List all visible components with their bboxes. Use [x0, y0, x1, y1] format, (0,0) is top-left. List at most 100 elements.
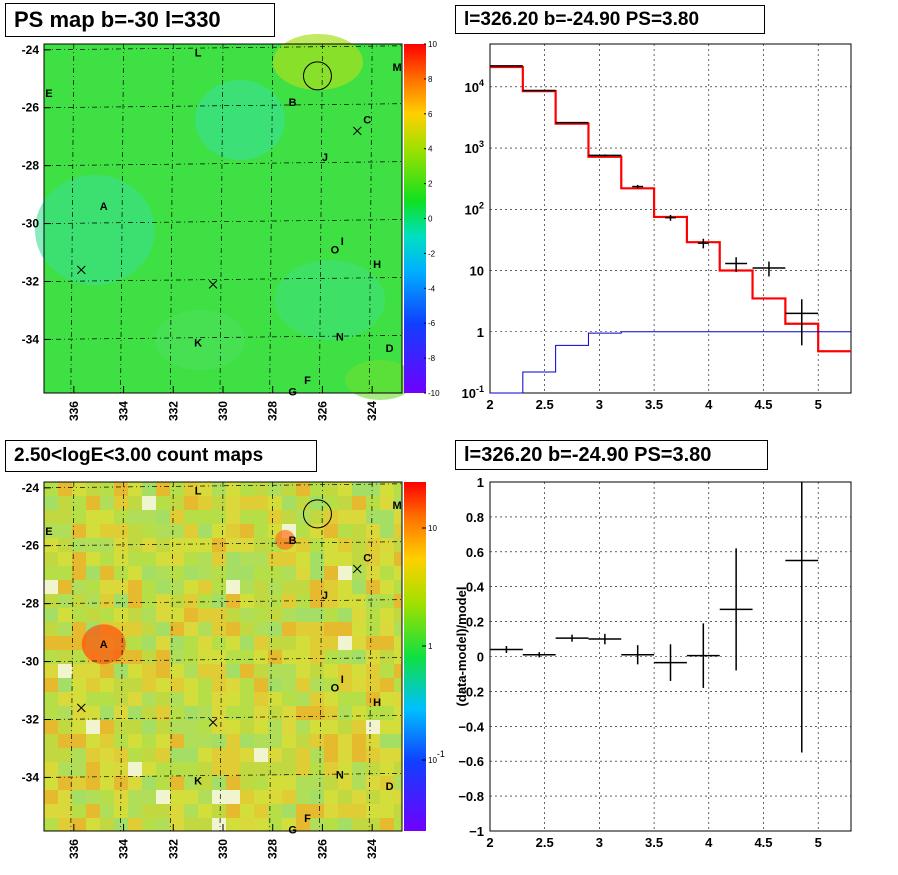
ps-colorbar-label: 6	[428, 110, 433, 119]
spectrum-x-tick-label: 3	[596, 397, 603, 412]
ct-grid-lon	[319, 481, 323, 832]
ps-grid-lon	[319, 43, 323, 394]
ct-lon-label: 330	[216, 839, 230, 859]
spectrum-y-tick-label: 102	[465, 200, 484, 217]
ps-lon-label: 334	[117, 401, 131, 421]
ps-source-label: M	[392, 62, 401, 74]
ct-grid-lon	[269, 481, 274, 832]
spectrum-y-tick-label: 1	[477, 325, 484, 340]
ps-source-label: I	[341, 236, 344, 248]
ct-lat-label: -32	[22, 712, 40, 726]
ps-source-label: H	[373, 259, 381, 271]
ps-colorbar-label: -4	[428, 284, 436, 293]
spectrum-y-tick-label: 10-1	[462, 384, 484, 401]
ps-colorbar-label: 2	[428, 180, 433, 189]
residual-y-tick-label: −0.4	[458, 719, 484, 734]
ps-grid-lon	[269, 43, 274, 394]
residual-y-tick-label: −0.2	[458, 684, 484, 699]
spectrum-x-tick-label: 4	[705, 397, 713, 412]
ps-source-label: L	[195, 48, 202, 60]
ct-grid-lon	[219, 481, 224, 832]
ps-source-label: D	[386, 343, 394, 355]
ps-lat-label: -30	[22, 217, 40, 231]
spectrum-y-tick-label: 104	[465, 78, 484, 95]
ct-grid-lon	[169, 481, 174, 832]
count-colorbar-label: 10-1	[428, 749, 445, 765]
residual-x-tick-label: 4	[705, 835, 713, 850]
count-colorbar-label: 1	[428, 642, 433, 651]
spectrum-y-tick-label: 103	[465, 139, 484, 156]
residual-x-tick-label: 4.5	[754, 835, 772, 850]
spectrum-model-component-line	[490, 331, 851, 394]
ps-lon-label: 332	[166, 401, 180, 421]
ps-grid-lon	[169, 43, 174, 394]
ct-source-label: C	[363, 552, 371, 564]
ps-source-label: B	[289, 97, 297, 109]
residual-title: l=326.20 b=-24.90 PS=3.80	[455, 440, 768, 470]
ps-colorbar-label: -2	[428, 249, 436, 258]
ps-lon-label: 330	[216, 401, 230, 421]
ct-source-label: F	[304, 813, 311, 825]
ct-cross-marker	[352, 564, 362, 574]
ct-grid-lon	[70, 481, 75, 832]
ps-map-title: PS map b=-30 l=330	[5, 3, 275, 37]
ct-lon-label: 328	[266, 839, 280, 859]
ps-colorbar-label: -8	[428, 354, 436, 363]
ps-lat-label: -32	[22, 274, 40, 288]
ct-source-label: N	[336, 770, 344, 782]
ps-lat-label: -28	[22, 159, 40, 173]
count-map-texture	[44, 482, 402, 831]
count-colorbar	[404, 482, 426, 831]
ps-lat-label: -26	[22, 101, 40, 115]
spectrum-x-tick-label: 2	[486, 397, 493, 412]
ps-source-label: J	[322, 152, 328, 164]
ps-grid-lon	[120, 43, 124, 394]
ps-colorbar-label: -6	[428, 319, 436, 328]
ps-source-label: O	[331, 245, 340, 257]
residual-y-tick-label: 0.6	[466, 545, 484, 560]
ct-lon-label: 336	[67, 839, 81, 859]
ct-grid-lon	[120, 481, 124, 832]
ct-cross-marker	[208, 718, 218, 727]
ps-grid-lon	[70, 43, 75, 394]
count-map-title: 2.50<logE<3.00 count maps	[5, 440, 317, 472]
ct-lat-label: -24	[22, 481, 40, 495]
ct-source-label: D	[386, 781, 394, 793]
count-colorbar-label: 10	[428, 524, 437, 533]
residual-y-tick-label: −1	[469, 824, 484, 839]
ps-lon-label: 324	[365, 401, 379, 421]
ps-source-label: N	[336, 332, 344, 344]
residual-y-tick-label: 0.2	[466, 615, 484, 630]
ps-grid-lon	[219, 43, 224, 394]
ct-cross-marker	[76, 703, 86, 713]
residual-y-tick-label: −0.8	[458, 789, 484, 804]
ct-source-label: B	[289, 535, 297, 547]
ps-map-texture	[35, 34, 415, 400]
ct-lat-label: -28	[22, 597, 40, 611]
ct-lon-label: 324	[365, 839, 379, 859]
residual-x-tick-label: 5	[815, 835, 822, 850]
count-map-panel	[43, 481, 426, 832]
residual-y-axis-title: (data-model)/model	[454, 587, 469, 707]
ct-source-label: A	[100, 639, 108, 651]
ps-lat-label: -34	[22, 332, 40, 346]
spectrum-x-tick-label: 3.5	[645, 397, 663, 412]
ps-colorbar-label: 8	[428, 75, 433, 84]
ct-lat-label: -34	[22, 770, 40, 784]
ps-cross-marker	[208, 280, 218, 289]
ps-colorbar-label: -10	[428, 389, 440, 398]
ct-lat-label: -26	[22, 539, 40, 553]
spectrum-title: l=326.20 b=-24.90 PS=3.80	[455, 5, 765, 34]
ct-source-label: O	[331, 683, 340, 695]
ps-cross-marker	[76, 265, 86, 275]
ct-source-label: M	[392, 500, 401, 512]
ps-lat-label: -24	[22, 43, 40, 57]
ct-source-label: H	[373, 697, 381, 709]
ps-colorbar-label: 4	[428, 145, 433, 154]
ps-lon-label: 328	[266, 401, 280, 421]
ps-source-label: C	[363, 114, 371, 126]
residual-x-tick-label: 3.5	[645, 835, 663, 850]
ps-grid-lon	[368, 43, 373, 394]
ps-lon-label: 326	[315, 401, 329, 421]
ct-lon-label: 326	[315, 839, 329, 859]
